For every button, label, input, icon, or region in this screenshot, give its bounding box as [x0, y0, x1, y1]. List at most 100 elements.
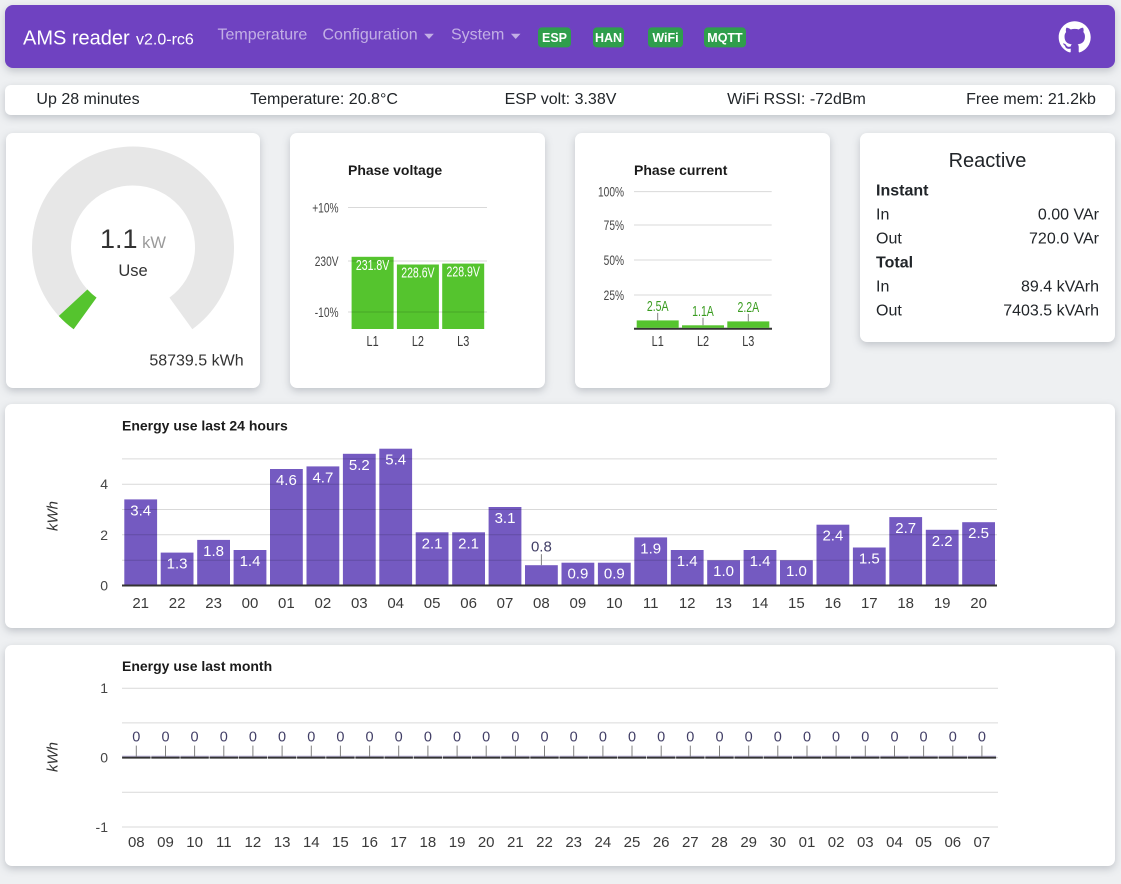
svg-text:System: System	[451, 27, 504, 44]
svg-text:0: 0	[278, 730, 286, 746]
svg-text:0: 0	[540, 730, 548, 746]
svg-text:3.1: 3.1	[495, 510, 516, 527]
svg-text:23: 23	[565, 834, 582, 851]
svg-text:03: 03	[351, 595, 368, 612]
svg-text:0: 0	[861, 730, 869, 746]
svg-text:2.2: 2.2	[932, 533, 953, 550]
svg-text:0.9: 0.9	[567, 566, 588, 583]
svg-text:1.9: 1.9	[640, 540, 661, 557]
svg-text:In: In	[876, 207, 889, 224]
svg-text:0: 0	[599, 730, 607, 746]
svg-text:26: 26	[653, 834, 670, 851]
svg-text:0: 0	[774, 730, 782, 746]
svg-text:Instant: Instant	[876, 183, 929, 200]
svg-text:In: In	[876, 279, 889, 296]
svg-text:0: 0	[132, 730, 140, 746]
svg-text:05: 05	[424, 595, 441, 612]
svg-text:2.5A: 2.5A	[647, 298, 669, 314]
svg-text:2.7: 2.7	[895, 520, 916, 537]
svg-text:0: 0	[803, 730, 811, 746]
svg-text:2.1: 2.1	[422, 535, 443, 552]
svg-text:Energy use last month: Energy use last month	[122, 658, 272, 674]
svg-text:1.4: 1.4	[677, 553, 698, 570]
svg-text:11: 11	[216, 834, 232, 851]
svg-text:1: 1	[100, 680, 108, 696]
svg-text:2: 2	[100, 527, 108, 543]
svg-text:04: 04	[886, 834, 903, 851]
svg-text:07: 07	[974, 834, 991, 851]
svg-text:1.4: 1.4	[240, 553, 261, 570]
svg-text:0: 0	[482, 730, 490, 746]
svg-text:0: 0	[395, 730, 403, 746]
svg-text:05: 05	[915, 834, 932, 851]
svg-text:0: 0	[191, 730, 199, 746]
svg-text:10: 10	[606, 595, 623, 612]
svg-text:01: 01	[278, 595, 295, 612]
svg-text:04: 04	[387, 595, 404, 612]
svg-text:7403.5 kVArh: 7403.5 kVArh	[1003, 303, 1099, 320]
svg-text:0: 0	[453, 730, 461, 746]
svg-text:15: 15	[788, 595, 805, 612]
svg-text:-1: -1	[96, 819, 109, 835]
svg-text:0: 0	[336, 730, 344, 746]
svg-text:L1: L1	[652, 332, 664, 349]
svg-text:L2: L2	[697, 332, 709, 349]
svg-text:19: 19	[934, 595, 951, 612]
svg-text:230V: 230V	[315, 254, 339, 270]
svg-text:kWh: kWh	[45, 501, 62, 531]
svg-text:25: 25	[624, 834, 641, 851]
svg-text:30: 30	[769, 834, 786, 851]
svg-text:4.7: 4.7	[312, 469, 333, 486]
svg-text:+10%: +10%	[312, 200, 338, 216]
svg-text:Configuration: Configuration	[323, 27, 418, 44]
svg-text:1.1A: 1.1A	[692, 303, 714, 319]
svg-text:231.8V: 231.8V	[356, 257, 390, 273]
svg-text:Phase voltage: Phase voltage	[348, 162, 442, 178]
svg-text:0: 0	[220, 730, 228, 746]
svg-text:0: 0	[570, 730, 578, 746]
svg-text:08: 08	[128, 834, 145, 851]
svg-text:15: 15	[332, 834, 349, 851]
svg-text:0: 0	[949, 730, 957, 746]
svg-text:4.6: 4.6	[276, 472, 297, 489]
svg-text:16: 16	[825, 595, 842, 612]
svg-text:0: 0	[366, 730, 374, 746]
svg-text:16: 16	[361, 834, 378, 851]
svg-text:100%: 100%	[598, 184, 624, 200]
svg-text:AMS reader: AMS reader	[23, 27, 130, 49]
svg-text:kWh: kWh	[45, 742, 62, 772]
svg-text:08: 08	[533, 595, 550, 612]
svg-text:2.4: 2.4	[822, 528, 843, 545]
svg-text:29: 29	[740, 834, 757, 851]
svg-text:06: 06	[944, 834, 961, 851]
svg-text:21: 21	[507, 834, 524, 851]
svg-text:0: 0	[832, 730, 840, 746]
svg-text:13: 13	[715, 595, 732, 612]
svg-text:12: 12	[245, 834, 262, 851]
svg-text:23: 23	[205, 595, 222, 612]
svg-text:228.6V: 228.6V	[401, 265, 435, 281]
svg-text:17: 17	[390, 834, 407, 851]
svg-text:0: 0	[890, 730, 898, 746]
svg-text:06: 06	[460, 595, 477, 612]
svg-text:0: 0	[307, 730, 315, 746]
svg-text:20: 20	[478, 834, 495, 851]
svg-text:14: 14	[303, 834, 320, 851]
svg-text:25%: 25%	[604, 288, 624, 304]
svg-text:75%: 75%	[604, 218, 624, 234]
svg-text:0: 0	[249, 730, 257, 746]
svg-text:-10%: -10%	[315, 305, 339, 321]
svg-text:0: 0	[715, 730, 723, 746]
svg-text:1.0: 1.0	[786, 563, 807, 580]
svg-text:09: 09	[570, 595, 587, 612]
svg-text:0: 0	[628, 730, 636, 746]
svg-text:18: 18	[420, 834, 437, 851]
svg-text:00: 00	[242, 595, 259, 612]
svg-text:2.1: 2.1	[458, 535, 479, 552]
svg-text:v2.0-rc6: v2.0-rc6	[136, 31, 194, 48]
svg-text:3.4: 3.4	[130, 502, 151, 519]
svg-text:WiFi: WiFi	[652, 31, 678, 45]
svg-text:1.4: 1.4	[750, 553, 771, 570]
svg-text:03: 03	[857, 834, 874, 851]
svg-text:02: 02	[828, 834, 845, 851]
